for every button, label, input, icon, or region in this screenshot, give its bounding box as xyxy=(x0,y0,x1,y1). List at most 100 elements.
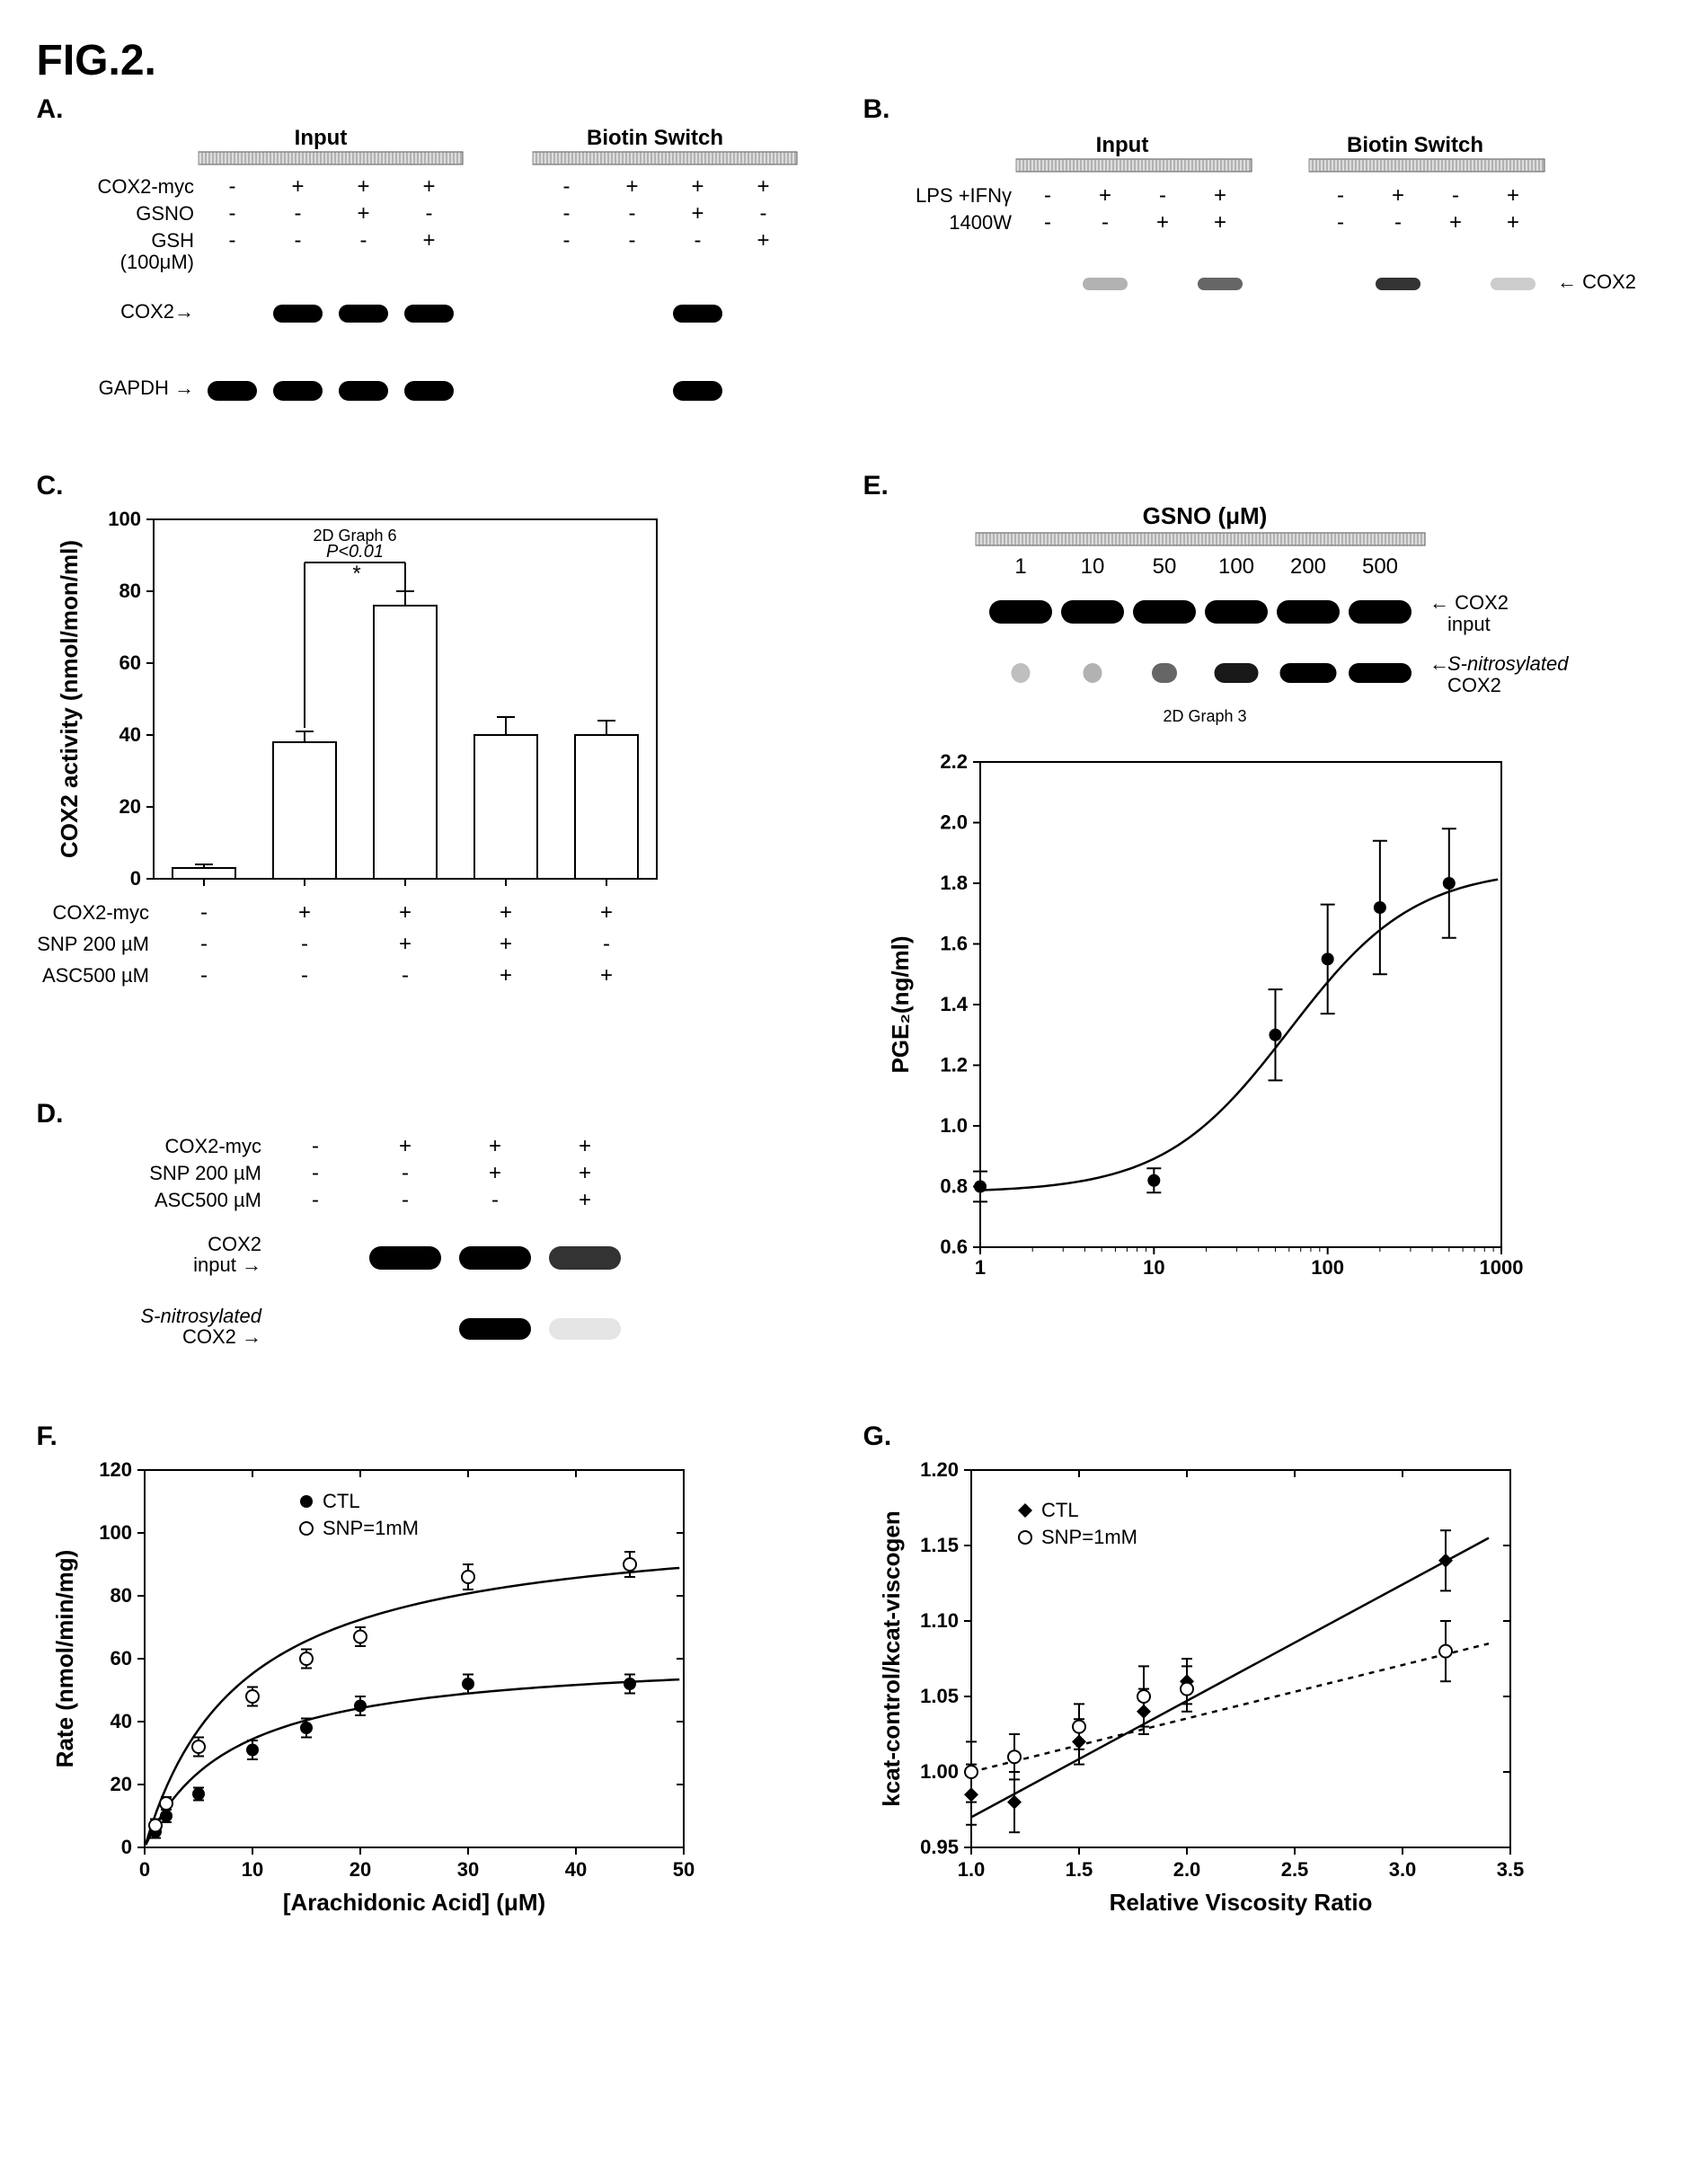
svg-text:(100μM): (100μM) xyxy=(119,251,193,273)
svg-text:+: + xyxy=(578,1188,590,1212)
svg-text:2.0: 2.0 xyxy=(940,811,968,834)
panel-c-d: C. 0204060801002D Graph 6P<0.01*COX2 act… xyxy=(37,471,845,1404)
svg-text:COX2→: COX2→ xyxy=(120,300,194,323)
svg-text:-: - xyxy=(200,932,208,956)
svg-text:+: + xyxy=(291,174,304,199)
svg-text:-: - xyxy=(562,174,570,199)
panel-f: F. 02040608010012001020304050Rate (nmol/… xyxy=(37,1421,845,1960)
svg-text:-: - xyxy=(603,932,610,956)
svg-text:1: 1 xyxy=(974,1256,985,1279)
svg-text:COX2-myc: COX2-myc xyxy=(97,175,194,198)
svg-text:3.0: 3.0 xyxy=(1388,1858,1416,1881)
svg-text:+: + xyxy=(297,900,310,925)
svg-text:ASC500 µM: ASC500 µM xyxy=(154,1189,261,1211)
svg-text:40: 40 xyxy=(119,723,140,746)
svg-text:COX2: COX2 xyxy=(1447,674,1501,696)
svg-text:-: - xyxy=(1394,210,1402,235)
svg-text:50: 50 xyxy=(1152,554,1176,579)
svg-text:PGE₂(ng/ml): PGE₂(ng/ml) xyxy=(887,935,914,1073)
svg-text:2.0: 2.0 xyxy=(1173,1858,1200,1881)
svg-text:CTL: CTL xyxy=(323,1490,360,1512)
svg-text:Input: Input xyxy=(1095,133,1148,157)
svg-text:+: + xyxy=(1506,183,1518,208)
svg-text:input →: input → xyxy=(193,1253,261,1276)
svg-text:S-nitrosylated: S-nitrosylated xyxy=(1447,652,1569,675)
svg-text:-: - xyxy=(402,1188,409,1212)
svg-text:+: + xyxy=(488,1134,500,1158)
figure-2: FIG.2. A. InputBiotin SwitchCOX2-mycGSNO… xyxy=(37,36,1672,1960)
svg-text:-: - xyxy=(294,228,301,252)
svg-text:+: + xyxy=(422,174,435,199)
svg-text:0.6: 0.6 xyxy=(940,1235,968,1258)
svg-text:-: - xyxy=(1337,183,1344,208)
svg-text:-: - xyxy=(1044,183,1051,208)
panel-a-label: A. xyxy=(37,94,845,125)
svg-text:500: 500 xyxy=(1361,554,1397,579)
svg-text:SNP=1mM: SNP=1mM xyxy=(1041,1526,1137,1548)
svg-text:-: - xyxy=(402,1161,409,1185)
svg-text:1.0: 1.0 xyxy=(957,1858,985,1881)
svg-text:input: input xyxy=(1447,613,1491,635)
svg-text:1.05: 1.05 xyxy=(920,1685,959,1707)
svg-text:CTL: CTL xyxy=(1041,1499,1079,1521)
svg-text:-: - xyxy=(759,201,766,226)
panel-c-label: C. xyxy=(37,471,845,501)
svg-text:-: - xyxy=(312,1188,319,1212)
svg-text:2.2: 2.2 xyxy=(940,750,968,773)
svg-text:Relative Viscosity Ratio: Relative Viscosity Ratio xyxy=(1109,1889,1372,1916)
panel-e: E. GSNO (μM)11050100200500← COX2input←S-… xyxy=(863,471,1672,1404)
svg-text:-: - xyxy=(1102,210,1109,235)
svg-text:80: 80 xyxy=(110,1584,131,1607)
svg-text:GSNO (μM): GSNO (μM) xyxy=(1142,502,1267,529)
svg-text:-: - xyxy=(312,1161,319,1185)
svg-text:Input: Input xyxy=(294,126,347,150)
svg-text:P<0.01: P<0.01 xyxy=(326,542,384,562)
svg-text:←: ← xyxy=(1429,652,1449,675)
svg-text:Biotin Switch: Biotin Switch xyxy=(1347,133,1483,157)
svg-text:200: 200 xyxy=(1289,554,1325,579)
svg-text:-: - xyxy=(1159,183,1166,208)
panel-a: A. InputBiotin SwitchCOX2-mycGSNOGSH(100… xyxy=(37,94,845,453)
svg-text:20: 20 xyxy=(110,1773,131,1795)
svg-text:-: - xyxy=(1337,210,1344,235)
panel-g: G. 0.951.001.051.101.151.201.01.52.02.53… xyxy=(863,1421,1672,1960)
panel-f-svg: 02040608010012001020304050Rate (nmol/min… xyxy=(37,1452,756,1955)
svg-text:3.5: 3.5 xyxy=(1496,1858,1524,1881)
svg-text:ASC500 µM: ASC500 µM xyxy=(41,964,148,987)
svg-text:1.10: 1.10 xyxy=(920,1609,959,1632)
svg-text:SNP=1mM: SNP=1mM xyxy=(323,1517,419,1539)
svg-text:20: 20 xyxy=(349,1858,370,1881)
svg-text:1000: 1000 xyxy=(1479,1256,1523,1279)
svg-text:GAPDH →: GAPDH → xyxy=(98,376,193,399)
svg-text:120: 120 xyxy=(99,1458,132,1481)
svg-text:-: - xyxy=(491,1188,499,1212)
svg-text:COX2-myc: COX2-myc xyxy=(164,1135,261,1157)
svg-text:0: 0 xyxy=(120,1836,131,1858)
svg-text:kcat-control/kcat-viscogen: kcat-control/kcat-viscogen xyxy=(878,1510,905,1806)
svg-text:-: - xyxy=(402,963,409,988)
svg-text:2.5: 2.5 xyxy=(1280,1858,1308,1881)
svg-text:+: + xyxy=(422,228,435,252)
svg-text:-: - xyxy=(562,201,570,226)
svg-text:-: - xyxy=(562,228,570,252)
svg-text:2D Graph 3: 2D Graph 3 xyxy=(1163,707,1246,725)
svg-text:1.6: 1.6 xyxy=(940,933,968,955)
svg-text:-: - xyxy=(228,228,235,252)
svg-text:Rate (nmol/min/mg): Rate (nmol/min/mg) xyxy=(51,1550,78,1768)
svg-text:+: + xyxy=(499,932,511,956)
svg-text:+: + xyxy=(357,201,369,226)
svg-text:COX2-myc: COX2-myc xyxy=(52,901,149,924)
svg-text:+: + xyxy=(578,1161,590,1185)
svg-text:40: 40 xyxy=(564,1858,586,1881)
panel-a-svg: InputBiotin SwitchCOX2-mycGSNOGSH(100μM)… xyxy=(37,125,827,448)
svg-text:-: - xyxy=(1044,210,1051,235)
svg-text:60: 60 xyxy=(110,1647,131,1669)
panel-d-label: D. xyxy=(37,1099,845,1129)
svg-text:COX2: COX2 xyxy=(208,1233,261,1255)
svg-text:← COX2: ← COX2 xyxy=(1557,270,1636,293)
svg-text:-: - xyxy=(294,201,301,226)
svg-text:+: + xyxy=(757,228,769,252)
svg-text:+: + xyxy=(357,174,369,199)
svg-text:← COX2: ← COX2 xyxy=(1429,591,1509,614)
svg-text:-: - xyxy=(425,201,432,226)
